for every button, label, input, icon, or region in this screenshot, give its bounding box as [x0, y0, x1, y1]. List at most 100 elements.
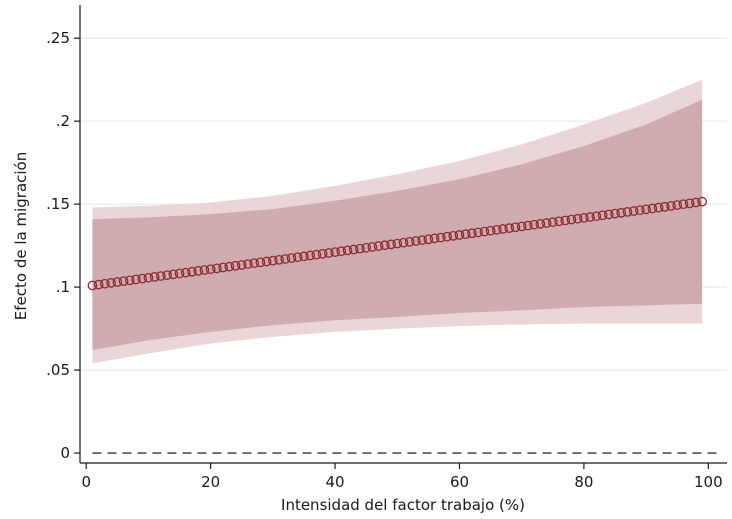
- series-point: [628, 206, 639, 216]
- series-point: [336, 246, 347, 257]
- series-point: [398, 237, 409, 248]
- confidence-bands: [92, 79, 703, 364]
- series-point: [523, 220, 533, 231]
- series-point: [118, 276, 129, 287]
- x-tick-label: 40: [326, 473, 345, 491]
- series-point: [603, 209, 614, 220]
- confidence-band-inner: [92, 99, 703, 351]
- series-point: [292, 252, 303, 263]
- series-point: [622, 207, 633, 217]
- series-point: [423, 234, 434, 245]
- series-point: [417, 235, 428, 245]
- series-point: [485, 225, 496, 236]
- series-point: [448, 231, 459, 241]
- series-point: [193, 266, 204, 276]
- series-markers: [87, 196, 707, 291]
- series-point: [274, 254, 284, 265]
- axes: [74, 5, 727, 469]
- series-point: [199, 265, 210, 275]
- series-point: [610, 208, 620, 219]
- series-point: [641, 204, 651, 215]
- x-tick-label: 80: [574, 473, 593, 491]
- series-point: [435, 232, 446, 243]
- series-point: [467, 228, 477, 239]
- x-tick-label: 20: [201, 473, 220, 491]
- series-point: [280, 254, 291, 264]
- y-tick-label: .15: [46, 195, 70, 213]
- series-point: [647, 203, 658, 214]
- series-point: [510, 222, 521, 233]
- series-point: [187, 266, 197, 277]
- series-point: [268, 255, 278, 266]
- x-tick-labels: 0 20 40 60 80 100: [81, 473, 722, 491]
- series-point: [131, 274, 141, 285]
- series-point: [554, 216, 564, 227]
- series-point: [653, 202, 664, 213]
- series-point: [572, 213, 583, 224]
- series-point: [124, 275, 135, 286]
- series-point: [454, 230, 465, 240]
- series-point: [585, 212, 595, 222]
- series-point: [317, 248, 328, 259]
- series-point: [323, 248, 334, 258]
- series-point: [243, 259, 253, 269]
- series-point: [566, 214, 577, 225]
- series-point: [498, 224, 508, 234]
- series-point: [379, 240, 390, 251]
- y-axis-title: Efecto de la migración: [12, 152, 30, 320]
- series-point: [392, 238, 403, 249]
- y-tick-label: 0: [60, 444, 70, 462]
- series-point: [212, 263, 222, 274]
- series-point: [236, 260, 247, 270]
- series-point: [367, 242, 378, 252]
- x-tick-label: 100: [694, 473, 723, 491]
- series-point: [311, 249, 322, 260]
- series-point: [684, 198, 695, 209]
- series-point: [473, 227, 483, 238]
- y-tick-label: .05: [46, 361, 70, 379]
- series-point: [224, 261, 235, 272]
- series-point: [230, 260, 241, 271]
- y-tick-labels: 0 .05 .1 .15 .2 .25: [46, 29, 70, 462]
- series-point: [261, 256, 272, 267]
- series-point: [174, 268, 185, 279]
- series-point: [361, 242, 372, 253]
- series-point: [504, 223, 515, 233]
- series-point: [535, 219, 546, 229]
- series-point: [305, 250, 316, 261]
- series-point: [180, 267, 191, 278]
- series-point: [149, 272, 160, 282]
- series-point: [386, 239, 396, 250]
- series-point: [355, 243, 365, 254]
- series-point: [286, 253, 297, 263]
- x-axis-title: Intensidad del factor trabajo (%): [281, 496, 525, 514]
- series-point: [205, 264, 216, 275]
- series-point: [168, 269, 179, 280]
- series-point: [697, 196, 707, 207]
- series-point: [529, 219, 539, 230]
- series-point: [479, 226, 490, 237]
- x-tick-label: 60: [450, 473, 469, 491]
- series-point: [100, 278, 110, 289]
- series-point: [137, 273, 148, 284]
- series-point: [666, 201, 676, 211]
- series-point: [106, 278, 116, 288]
- y-tick-label: .25: [46, 29, 70, 47]
- series-point: [373, 241, 384, 251]
- series-point: [672, 200, 683, 210]
- series-point: [591, 211, 602, 222]
- series-point: [442, 231, 452, 242]
- series-point: [516, 221, 527, 232]
- y-tick-label: .1: [56, 278, 70, 296]
- series-point: [330, 247, 340, 257]
- series-point: [299, 251, 309, 262]
- x-tick-label: 0: [81, 473, 91, 491]
- series-point: [143, 272, 154, 283]
- series-point: [348, 244, 359, 255]
- series-point: [541, 218, 552, 228]
- series-point: [616, 207, 627, 218]
- series-point: [218, 262, 228, 273]
- series-point: [659, 201, 670, 212]
- series-point: [411, 236, 421, 246]
